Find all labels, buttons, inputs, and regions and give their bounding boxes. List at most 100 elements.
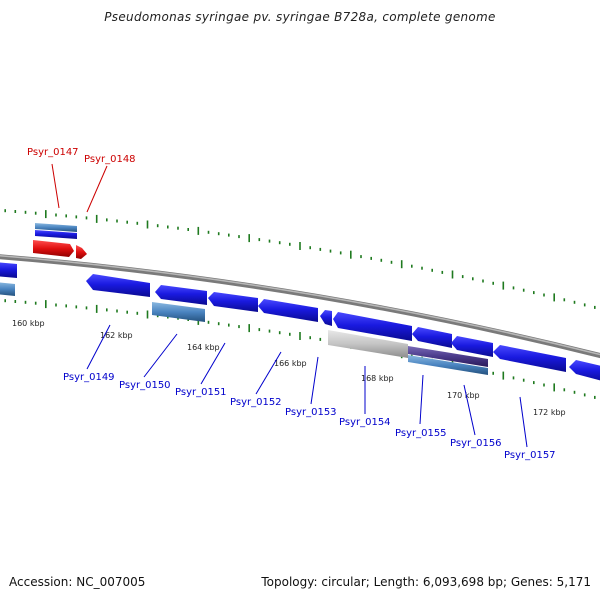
- major-tick-mark: [299, 332, 301, 340]
- label-psyr-0147[interactable]: Psyr_0147: [27, 147, 79, 158]
- label-psyr-0149[interactable]: Psyr_0149: [63, 372, 115, 383]
- minor-tick-mark: [309, 336, 311, 340]
- gene-psyr-0154[interactable]: [328, 312, 412, 358]
- minor-tick-mark: [411, 264, 413, 268]
- minor-tick-mark: [85, 216, 88, 220]
- label-psyr-0157[interactable]: Psyr_0157: [504, 450, 556, 461]
- minor-tick-mark: [289, 242, 291, 246]
- gene-psyr-0152[interactable]: [258, 299, 318, 322]
- minor-tick-mark: [492, 281, 494, 285]
- minor-tick-mark: [278, 241, 281, 245]
- minor-tick-mark: [319, 247, 322, 251]
- feature-psyr-0147-group[interactable]: [33, 223, 77, 257]
- label-psyr-0154[interactable]: Psyr_0154: [339, 417, 391, 428]
- label-psyr-0150[interactable]: Psyr_0150: [119, 380, 171, 391]
- minor-tick-mark: [573, 300, 576, 304]
- tick-label-172: 172 kbp: [533, 408, 566, 417]
- minor-tick-mark: [116, 309, 118, 313]
- gene-right-partial[interactable]: [569, 360, 600, 383]
- gene-left-partial-pale[interactable]: [0, 282, 15, 296]
- minor-tick-mark: [461, 275, 464, 279]
- label-psyr-0153[interactable]: Psyr_0153: [285, 407, 337, 418]
- minor-tick-mark: [512, 376, 515, 380]
- major-tick-mark: [502, 371, 505, 380]
- minor-tick-mark: [583, 393, 586, 397]
- upper-tick-track: [4, 209, 596, 309]
- minor-tick-mark: [217, 322, 220, 326]
- gene-psyr-0147-arrow[interactable]: [33, 240, 74, 257]
- minor-tick-mark: [319, 337, 322, 341]
- minor-tick-mark: [390, 260, 393, 264]
- minor-tick-mark: [380, 258, 383, 262]
- gene-psyr-0157[interactable]: [493, 345, 566, 372]
- minor-tick-mark: [4, 299, 6, 303]
- minor-tick-mark: [522, 288, 525, 292]
- gene-psyr-0151[interactable]: [208, 292, 258, 312]
- minor-tick-mark: [55, 303, 57, 307]
- minor-tick-mark: [85, 306, 88, 310]
- minor-tick-mark: [309, 246, 311, 250]
- gene-labels: Psyr_0147 Psyr_0148 Psyr_0149 Psyr_0150 …: [27, 147, 556, 461]
- minor-tick-mark: [55, 213, 57, 217]
- cds-block-blue[interactable]: [35, 230, 77, 239]
- minor-tick-mark: [187, 228, 189, 231]
- minor-tick-mark: [238, 235, 240, 239]
- minor-tick-mark: [268, 239, 271, 243]
- minor-tick-mark: [594, 305, 596, 309]
- minor-tick-mark: [339, 251, 342, 255]
- minor-tick-mark: [492, 371, 494, 375]
- gene-psyr-0155[interactable]: [408, 327, 488, 375]
- minor-tick-mark: [106, 308, 108, 312]
- minor-tick-mark: [431, 268, 433, 272]
- label-psyr-0151[interactable]: Psyr_0151: [175, 387, 227, 398]
- minor-tick-mark: [136, 221, 139, 225]
- major-tick-mark: [299, 242, 301, 250]
- gene-psyr-0148-arrow[interactable]: [76, 245, 87, 259]
- cds-block-pale[interactable]: [35, 223, 77, 232]
- minor-tick-mark: [116, 219, 118, 223]
- major-tick-mark: [553, 293, 555, 302]
- minor-tick-mark: [167, 225, 169, 229]
- major-tick-mark: [95, 304, 98, 313]
- minor-tick-mark: [360, 255, 362, 259]
- major-tick-mark: [248, 234, 250, 243]
- genome-backbone: [0, 254, 600, 359]
- label-leader-lines: [51, 163, 528, 448]
- axis-tick-labels: 160 kbp 162 kbp 164 kbp 166 kbp 168 kbp …: [12, 319, 566, 417]
- label-psyr-0152[interactable]: Psyr_0152: [230, 397, 282, 408]
- minor-tick-mark: [482, 279, 484, 283]
- minor-tick-mark: [278, 331, 281, 335]
- minor-tick-mark: [583, 303, 586, 307]
- map-title: Pseudomonas syringae pv. syringae B728a,…: [104, 10, 496, 24]
- minor-tick-mark: [258, 238, 261, 242]
- accession-text: Accession: NC_007005: [9, 575, 146, 589]
- gene-psyr-0156[interactable]: [451, 336, 493, 357]
- gene-psyr-0150[interactable]: [152, 285, 207, 322]
- major-tick-mark: [45, 300, 47, 309]
- label-psyr-0155[interactable]: Psyr_0155: [395, 428, 447, 439]
- minor-tick-mark: [14, 210, 17, 213]
- gene-psyr-0149[interactable]: [86, 274, 150, 297]
- minor-tick-mark: [136, 311, 139, 315]
- label-psyr-0148[interactable]: Psyr_0148: [84, 154, 136, 165]
- minor-tick-mark: [370, 256, 372, 260]
- minor-tick-mark: [207, 320, 210, 324]
- label-psyr-0156[interactable]: Psyr_0156: [450, 438, 502, 449]
- minor-tick-mark: [34, 301, 37, 305]
- minor-tick-mark: [14, 300, 17, 303]
- minor-tick-mark: [289, 332, 291, 336]
- minor-tick-mark: [512, 286, 515, 290]
- minor-tick-mark: [126, 220, 128, 224]
- topology-summary: Topology: circular; Length: 6,093,698 bp…: [261, 575, 591, 589]
- gene-left-partial-blue[interactable]: [0, 262, 17, 278]
- major-tick-mark: [197, 226, 200, 235]
- tick-label-166: 166 kbp: [274, 359, 307, 368]
- gene-psyr-0153[interactable]: [320, 310, 332, 326]
- feature-psyr-0148-group[interactable]: [76, 245, 87, 259]
- minor-tick-mark: [543, 293, 545, 297]
- minor-tick-mark: [156, 224, 159, 228]
- minor-tick-mark: [441, 270, 444, 274]
- minor-tick-mark: [543, 383, 545, 387]
